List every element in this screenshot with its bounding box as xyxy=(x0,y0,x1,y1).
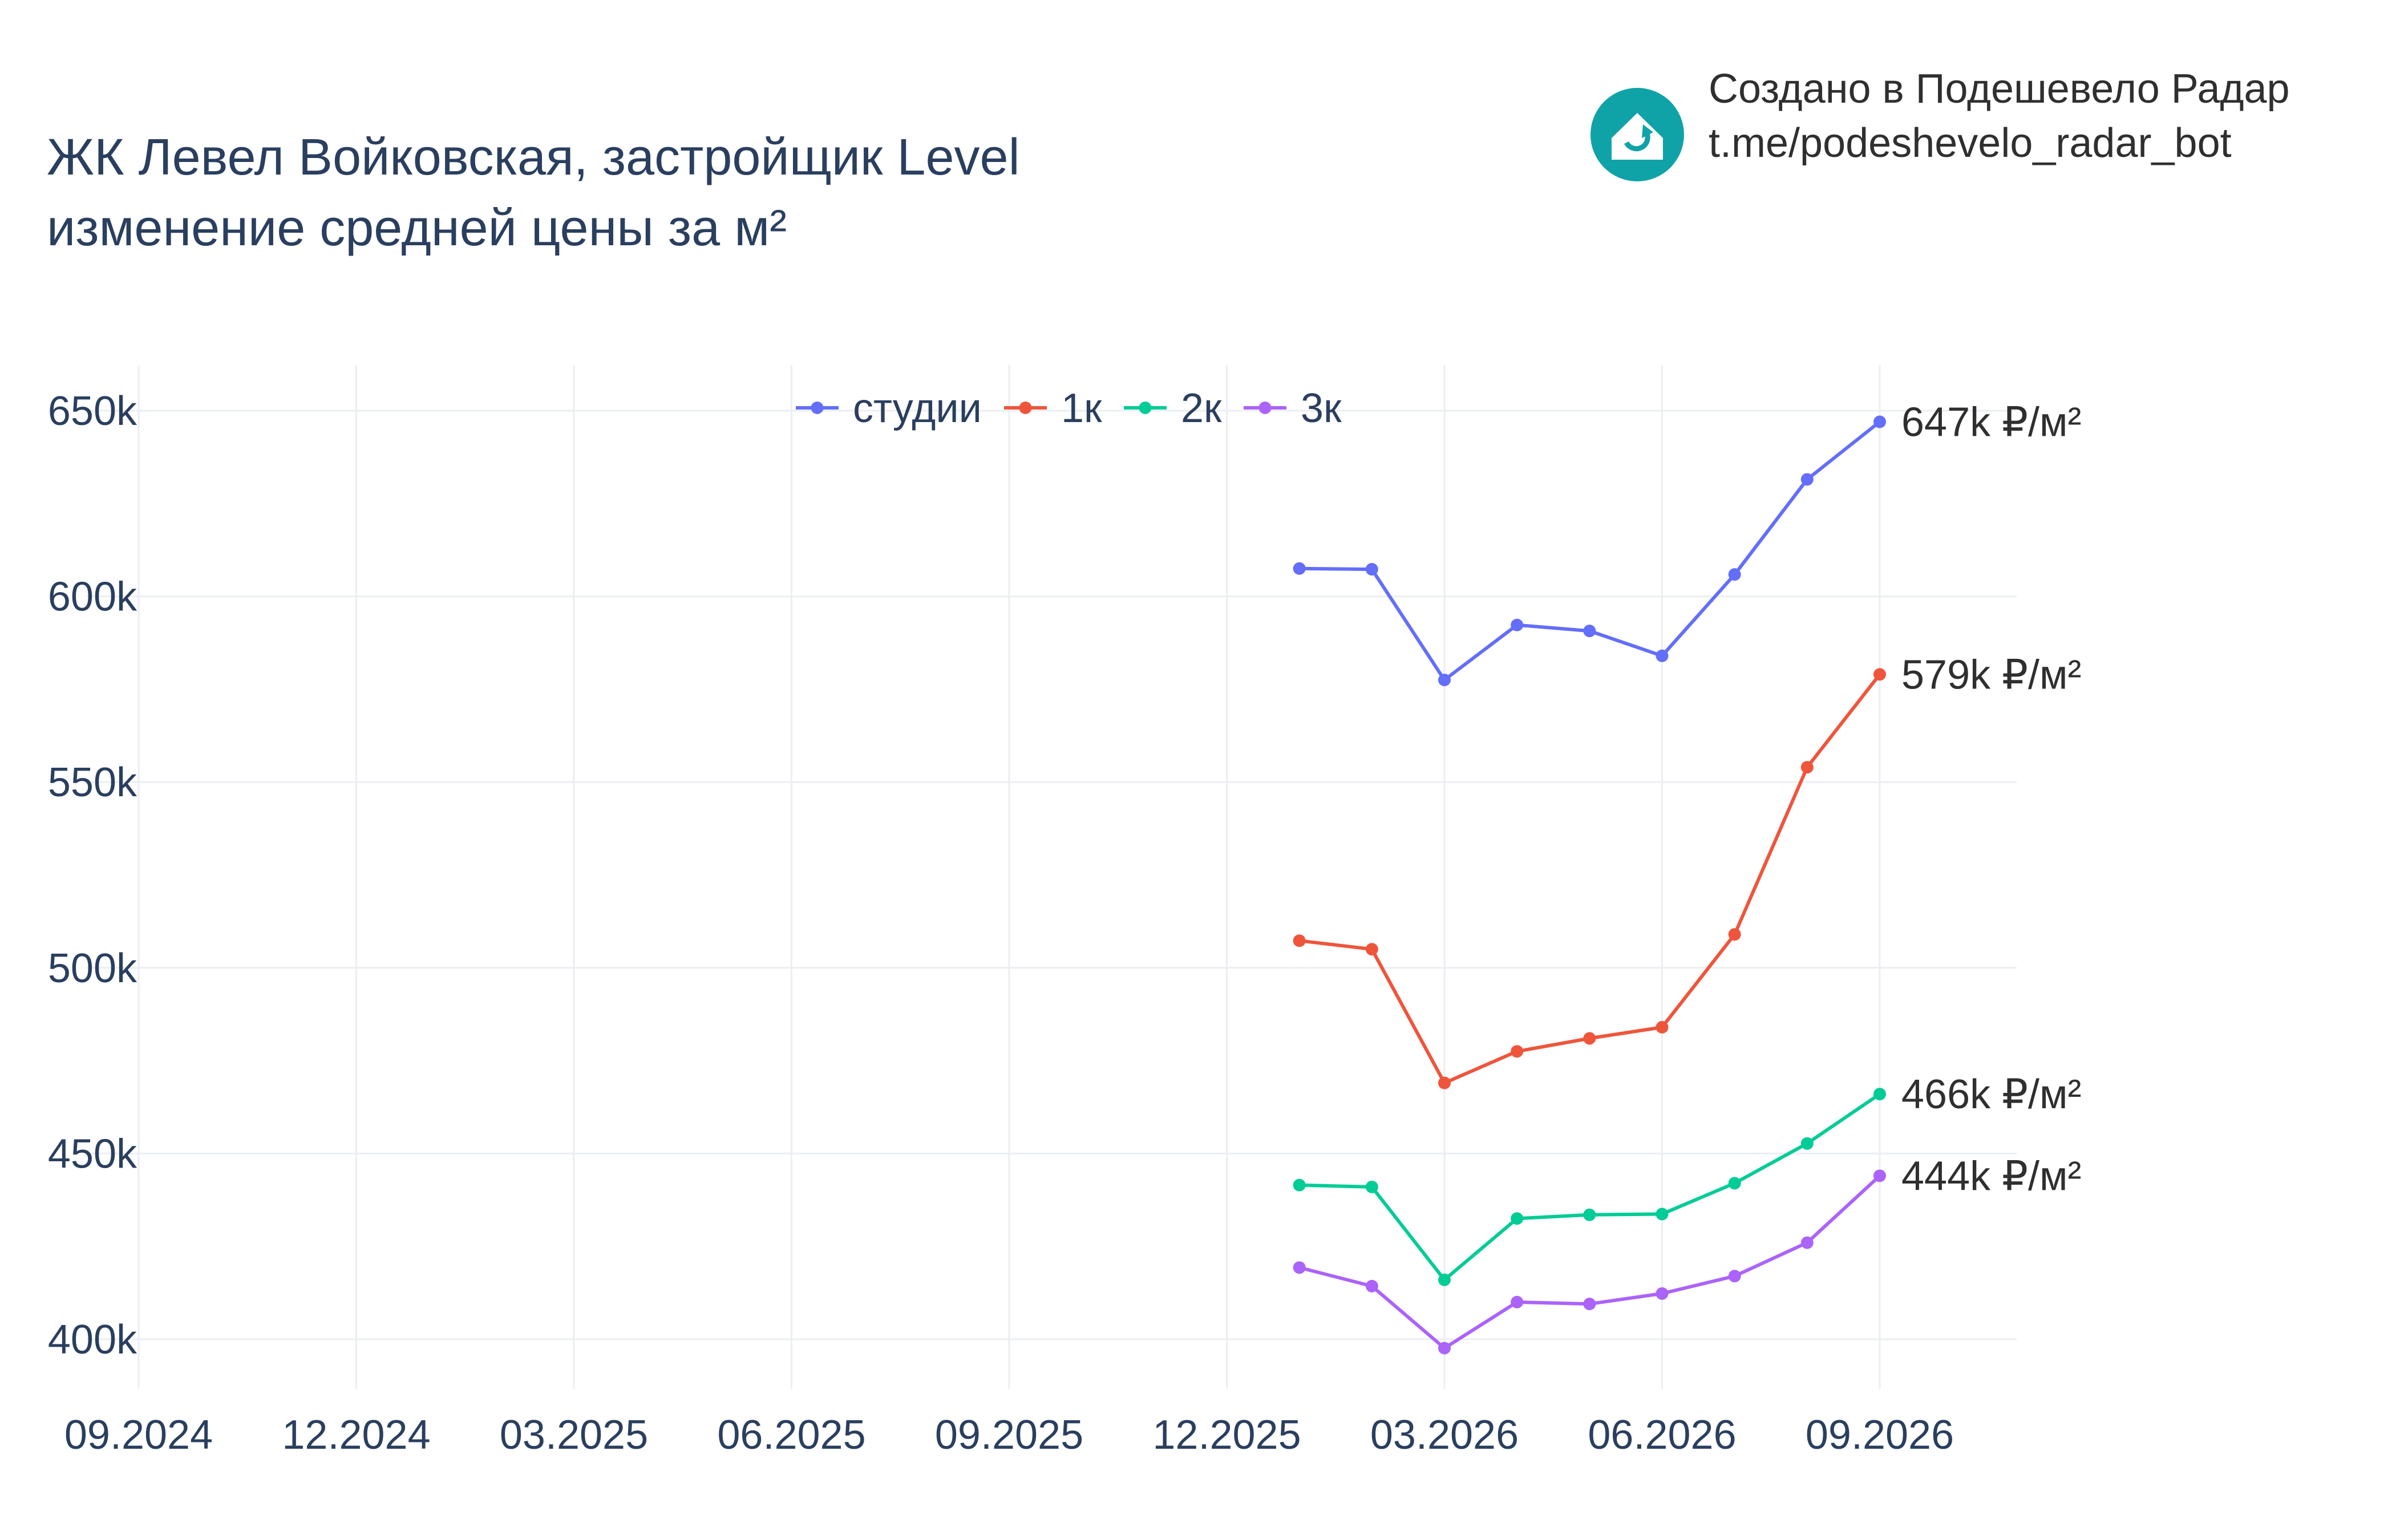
x-tick-label: 12.2025 xyxy=(1152,1412,1301,1458)
series-3-line xyxy=(1297,1092,1881,1282)
end-labels: 647k ₽/м² 579k ₽/м² 466k ₽/м² 444k ₽/м² xyxy=(1901,400,2081,1199)
x-tick-label: 06.2025 xyxy=(717,1412,865,1458)
y-axis: 400k 450k 500k 550k 600k 650k xyxy=(48,388,137,1363)
series-4-point-2[interactable] xyxy=(1365,1279,1378,1292)
series-3-point-3[interactable] xyxy=(1438,1273,1451,1286)
x-axis: 09.2024 12.2024 03.2025 06.2025 09.2025 12.20… xyxy=(64,1412,1954,1458)
legend-swatch-point xyxy=(1139,402,1152,414)
series-3-point-2[interactable] xyxy=(1365,1181,1378,1194)
series-2-point-3[interactable] xyxy=(1438,1076,1451,1089)
series-3-point-9[interactable] xyxy=(1873,1088,1886,1101)
series-4-point-9[interactable] xyxy=(1873,1169,1886,1182)
series-3-point-8[interactable] xyxy=(1800,1137,1814,1150)
series-4-point-1[interactable] xyxy=(1293,1261,1306,1274)
series-2-point-2[interactable] xyxy=(1365,943,1378,956)
series-4-point-7[interactable] xyxy=(1728,1270,1741,1283)
series-3-point-5[interactable] xyxy=(1583,1208,1596,1221)
y-tick-label: 550k xyxy=(48,760,137,805)
series-2-point-7[interactable] xyxy=(1728,928,1741,941)
series-3-point-4[interactable] xyxy=(1511,1212,1524,1225)
logo-house-shape xyxy=(1612,113,1663,160)
logo-refresh-arc xyxy=(1624,131,1650,152)
series-3-point-7[interactable] xyxy=(1728,1177,1741,1190)
series-1-point-8[interactable] xyxy=(1800,473,1814,486)
series-1-point-9[interactable] xyxy=(1873,415,1886,428)
series-2-end-label: 579k ₽/м² xyxy=(1901,652,2081,698)
branding-line1: Создано в Подешевело Радар xyxy=(1709,66,2290,112)
series-2-point-1[interactable] xyxy=(1293,934,1306,947)
series-4-point-8[interactable] xyxy=(1800,1236,1814,1249)
series-1-end-label: 647k ₽/м² xyxy=(1901,400,2081,445)
branding-line2: t.me/podeshevelo_radar_bot xyxy=(1709,120,2232,166)
series-2-point-4[interactable] xyxy=(1511,1045,1524,1058)
legend-item-1[interactable]: студии xyxy=(796,386,982,431)
series-1-point-3[interactable] xyxy=(1438,674,1451,687)
x-gridlines xyxy=(137,365,1881,1389)
series-2-point-9[interactable] xyxy=(1873,668,1886,681)
y-tick-label: 650k xyxy=(48,388,137,434)
y-tick-label: 500k xyxy=(48,946,137,991)
chart-title-line2: изменение средней цены за м² xyxy=(47,200,787,257)
series-4-point-4[interactable] xyxy=(1511,1295,1524,1308)
series-1-point-7[interactable] xyxy=(1728,568,1741,581)
legend-swatch-point xyxy=(1019,402,1032,414)
legend-label: 2к xyxy=(1181,386,1222,431)
chart-title-line1: ЖК Левел Войковская, застройщик Level xyxy=(47,129,1020,186)
x-tick-label: 12.2024 xyxy=(282,1412,430,1458)
series-4-point-5[interactable] xyxy=(1583,1298,1596,1311)
series-1-point-1[interactable] xyxy=(1293,562,1306,575)
x-tick-label: 09.2025 xyxy=(935,1412,1083,1458)
x-tick-label: 03.2025 xyxy=(500,1412,648,1458)
legend-item-4[interactable]: 3к xyxy=(1244,386,1342,431)
x-tick-label: 03.2026 xyxy=(1370,1412,1519,1458)
series-points xyxy=(1293,415,1886,1355)
x-tick-label: 09.2026 xyxy=(1806,1412,1954,1458)
legend-label: 3к xyxy=(1301,386,1342,431)
legend-swatch-point xyxy=(1258,402,1272,414)
legend[interactable]: студии 1к 2к 3к xyxy=(796,386,1342,431)
series-4-point-3[interactable] xyxy=(1438,1342,1451,1355)
y-gridlines xyxy=(87,410,2017,1340)
chart-header: ЖК Левел Войковская, застройщик Level из… xyxy=(47,129,1020,257)
series-2-point-8[interactable] xyxy=(1800,761,1814,774)
y-tick-label: 600k xyxy=(48,574,137,620)
series-4-point-6[interactable] xyxy=(1656,1287,1669,1300)
series-3-point-6[interactable] xyxy=(1656,1207,1669,1221)
series-3-end-label: 466k ₽/м² xyxy=(1901,1072,2081,1117)
series-1-point-5[interactable] xyxy=(1583,625,1596,638)
logo-refresh-arrow xyxy=(1642,124,1653,138)
series-2-point-5[interactable] xyxy=(1583,1032,1596,1045)
series-4-line xyxy=(1297,1174,1881,1350)
series-1-line xyxy=(1297,420,1881,682)
legend-label: 1к xyxy=(1061,386,1102,431)
series-1-point-4[interactable] xyxy=(1511,618,1524,631)
x-tick-label: 09.2024 xyxy=(64,1412,213,1458)
series-3-point-1[interactable] xyxy=(1293,1178,1306,1192)
x-tick-label: 06.2026 xyxy=(1588,1412,1736,1458)
series-2-line xyxy=(1297,672,1881,1085)
house-refresh-icon xyxy=(1590,88,1684,181)
y-tick-label: 450k xyxy=(48,1131,137,1177)
legend-swatch-point xyxy=(811,402,824,414)
legend-label: студии xyxy=(853,386,982,431)
series-1-point-6[interactable] xyxy=(1656,649,1669,662)
y-tick-label: 400k xyxy=(48,1317,137,1363)
legend-item-3[interactable]: 2к xyxy=(1124,386,1222,431)
series-2-point-6[interactable] xyxy=(1656,1020,1669,1034)
branding: Создано в Подешевело Радар t.me/podeshev… xyxy=(1590,66,2290,181)
series-4-end-label: 444k ₽/м² xyxy=(1901,1153,2081,1199)
series-1-point-2[interactable] xyxy=(1365,563,1378,576)
legend-item-2[interactable]: 1к xyxy=(1004,386,1102,431)
